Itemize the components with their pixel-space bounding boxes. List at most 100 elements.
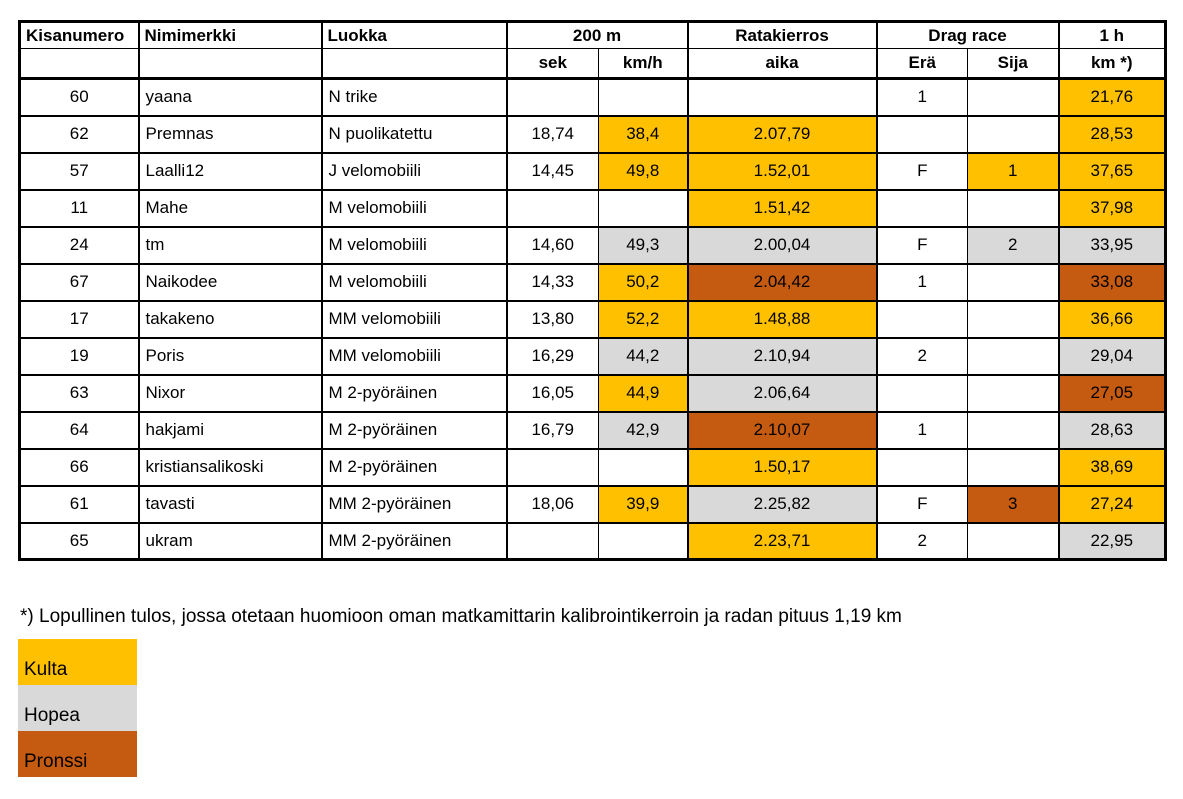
cell-kmh	[597, 448, 688, 487]
cell-sija	[967, 263, 1059, 302]
table-row: 66 kristiansalikoski M 2-pyöräinen 1.50,17 3…	[18, 448, 1166, 487]
col-header-km: km *)	[1057, 48, 1166, 80]
cell-sek	[505, 522, 599, 561]
cell-sek	[505, 78, 599, 117]
cell-km: 37,65	[1057, 152, 1166, 191]
cell-era: F	[875, 485, 968, 524]
cell-aika: 1.52,01	[686, 152, 877, 191]
table-row: 65 ukram MM 2-pyöräinen 2.23,71 2 22,95	[18, 522, 1166, 561]
results-table: Kisanumero Nimimerkki Luokka 200 m Ratak…	[18, 20, 1168, 561]
cell-sek: 14,33	[505, 263, 599, 302]
col-group-200m: 200 m	[505, 21, 688, 49]
cell-luokka: M 2-pyöräinen	[320, 411, 507, 450]
table-row: 60 yaana N trike 1 21,76	[18, 78, 1166, 117]
cell-aika: 2.04,42	[686, 263, 877, 302]
cell-sek: 18,06	[505, 485, 599, 524]
cell-km: 21,76	[1057, 78, 1166, 117]
cell-era	[875, 448, 968, 487]
footnote: *) Lopullinen tulos, jossa otetaan huomi…	[20, 606, 902, 627]
legend-label: Hopea	[24, 705, 80, 726]
cell-sek	[505, 448, 599, 487]
cell-kisanumero: 61	[18, 485, 139, 524]
table-body: 60 yaana N trike 1 21,76 62 Premnas N puolikate…	[18, 78, 1166, 561]
cell-kisanumero: 67	[18, 263, 139, 302]
header-row-subcolumns: sek km/h aika Erä Sija km *)	[18, 48, 1166, 80]
col-header-kisanumero: Kisanumero	[18, 21, 139, 49]
legend-label: Pronssi	[24, 751, 88, 772]
header-row-groups: Kisanumero Nimimerkki Luokka 200 m Ratak…	[18, 21, 1166, 49]
cell-aika: 2.10,94	[686, 337, 877, 376]
cell-nimimerkki: ukram	[137, 522, 322, 561]
cell-nimimerkki: tm	[137, 226, 322, 265]
subheader-kisanumero-empty	[18, 48, 139, 80]
cell-nimimerkki: Laalli12	[137, 152, 322, 191]
cell-aika: 2.00,04	[686, 226, 877, 265]
cell-luokka: M velomobiili	[320, 226, 507, 265]
cell-luokka: J velomobiili	[320, 152, 507, 191]
cell-km: 38,69	[1057, 448, 1166, 487]
cell-kisanumero: 65	[18, 522, 139, 561]
table-row: 67 Naikodee M velomobiili 14,33 50,2 2.04,42 1…	[18, 263, 1166, 302]
cell-era: F	[875, 152, 968, 191]
cell-sija	[967, 300, 1059, 339]
cell-nimimerkki: Poris	[137, 337, 322, 376]
cell-luokka: N trike	[320, 78, 507, 117]
col-header-kmh: km/h	[597, 48, 688, 80]
cell-aika: 2.25,82	[686, 485, 877, 524]
cell-sija	[967, 522, 1059, 561]
cell-aika: 2.06,64	[686, 374, 877, 413]
cell-era: 2	[875, 337, 968, 376]
cell-km: 29,04	[1057, 337, 1166, 376]
subheader-nimimerkki-empty	[137, 48, 322, 80]
cell-luokka: M velomobiili	[320, 263, 507, 302]
cell-era: F	[875, 226, 968, 265]
col-group-ratakierros: Ratakierros	[686, 21, 877, 49]
cell-sija	[967, 411, 1059, 450]
cell-aika: 1.51,42	[686, 189, 877, 228]
cell-km: 28,53	[1057, 115, 1166, 154]
table-row: 19 Poris MM velomobiili 16,29 44,2 2.10,94 2 29…	[18, 337, 1166, 376]
cell-luokka: MM 2-pyöräinen	[320, 522, 507, 561]
cell-kisanumero: 62	[18, 115, 139, 154]
col-header-sija: Sija	[967, 48, 1059, 80]
cell-kmh: 39,9	[597, 485, 688, 524]
cell-nimimerkki: yaana	[137, 78, 322, 117]
cell-nimimerkki: kristiansalikoski	[137, 448, 322, 487]
table-row: 11 Mahe M velomobiili 1.51,42 37,98	[18, 189, 1166, 228]
table-row: 57 Laalli12 J velomobiili 14,45 49,8 1.52,01 F…	[18, 152, 1166, 191]
cell-kisanumero: 66	[18, 448, 139, 487]
legend-label: Kulta	[24, 659, 68, 680]
cell-luokka: M 2-pyöräinen	[320, 374, 507, 413]
cell-sija: 2	[967, 226, 1059, 265]
cell-sek	[505, 189, 599, 228]
cell-nimimerkki: Naikodee	[137, 263, 322, 302]
col-header-sek: sek	[505, 48, 599, 80]
cell-sija	[967, 78, 1059, 117]
cell-nimimerkki: Mahe	[137, 189, 322, 228]
cell-km: 36,66	[1057, 300, 1166, 339]
cell-nimimerkki: Premnas	[137, 115, 322, 154]
cell-km: 33,95	[1057, 226, 1166, 265]
cell-km: 27,05	[1057, 374, 1166, 413]
col-group-dragrace: Drag race	[875, 21, 1059, 49]
cell-nimimerkki: tavasti	[137, 485, 322, 524]
cell-era: 1	[875, 411, 968, 450]
cell-era	[875, 374, 968, 413]
cell-sija	[967, 448, 1059, 487]
cell-sek: 14,45	[505, 152, 599, 191]
table-row: 24 tm M velomobiili 14,60 49,3 2.00,04 F 2 33,95	[18, 226, 1166, 265]
cell-kmh	[597, 78, 688, 117]
cell-kisanumero: 63	[18, 374, 139, 413]
cell-aika: 1.48,88	[686, 300, 877, 339]
cell-kisanumero: 60	[18, 78, 139, 117]
cell-sek: 13,80	[505, 300, 599, 339]
col-header-era: Erä	[875, 48, 968, 80]
cell-era: 1	[875, 263, 968, 302]
cell-luokka: M 2-pyöräinen	[320, 448, 507, 487]
cell-km: 37,98	[1057, 189, 1166, 228]
cell-kmh: 44,2	[597, 337, 688, 376]
cell-sek: 16,29	[505, 337, 599, 376]
subheader-luokka-empty	[320, 48, 507, 80]
cell-kmh: 38,4	[597, 115, 688, 154]
